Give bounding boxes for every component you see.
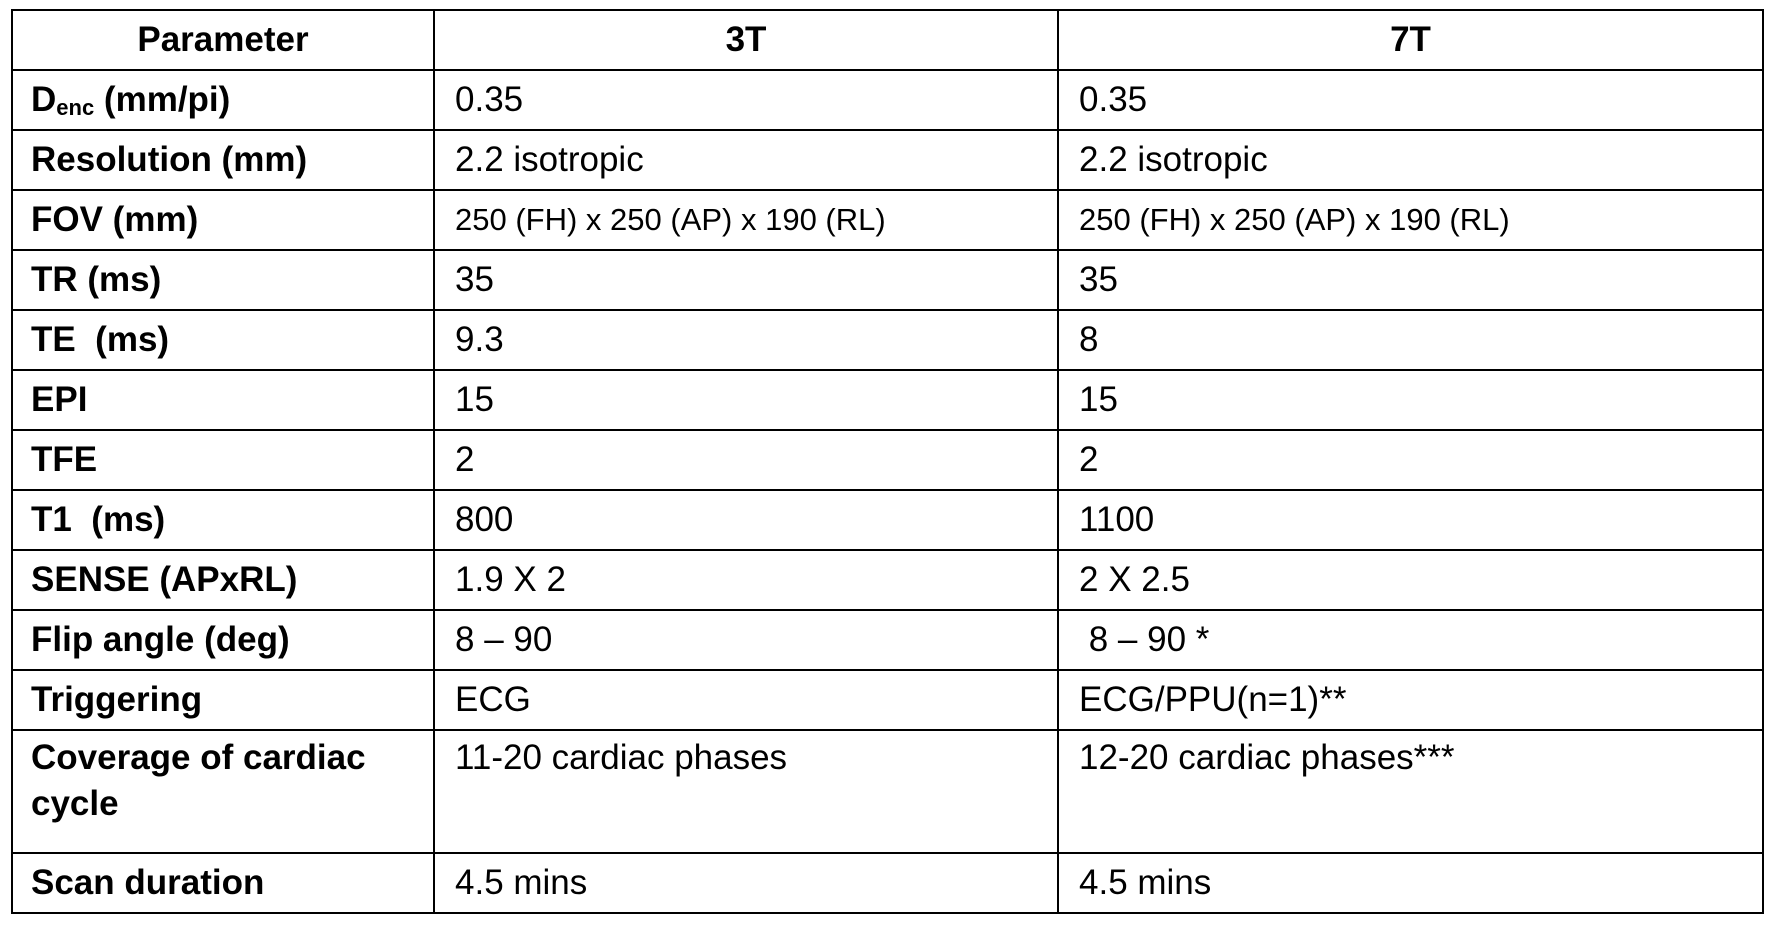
value-cell: 2.2 isotropic (1057, 129, 1764, 191)
param-cell: TFE (11, 429, 435, 491)
value-cell: 8 – 90 (433, 609, 1059, 671)
row: Scan duration 4.5 mins 4.5 mins (11, 852, 1764, 914)
value-cell: 250 (FH) x 250 (AP) x 190 (RL) (433, 189, 1059, 251)
value-cell: ECG (433, 669, 1059, 731)
row: T1 (ms) 800 1100 (11, 489, 1764, 551)
value-cell: 8 (1057, 309, 1764, 371)
param-cell: Triggering (11, 669, 435, 731)
param-cell: T1 (ms) (11, 489, 435, 551)
value-cell: 250 (FH) x 250 (AP) x 190 (RL) (1057, 189, 1764, 251)
value-cell: 0.35 (433, 69, 1059, 131)
header-cell: Parameter (11, 9, 435, 71)
header-cell: 7T (1057, 9, 1764, 71)
param-cell: FOV (mm) (11, 189, 435, 251)
value-cell: 8 – 90 * (1057, 609, 1764, 671)
param-cell: EPI (11, 369, 435, 431)
value-cell: 4.5 mins (433, 852, 1059, 914)
row: Coverage of cardiac cycle 11-20 cardiac p… (11, 729, 1764, 854)
header-cell: 3T (433, 9, 1059, 71)
param-sub: enc (56, 95, 95, 121)
param-main: D (31, 80, 57, 120)
param-rest: (mm/pi) (94, 80, 231, 120)
header-row: Parameter 3T 7T (11, 9, 1764, 71)
value-cell: 800 (433, 489, 1059, 551)
value-cell: 11-20 cardiac phases (433, 729, 1059, 854)
value-cell: 1.9 X 2 (433, 549, 1059, 611)
row: TFE 2 2 (11, 429, 1764, 491)
value-cell: 9.3 (433, 309, 1059, 371)
value-cell: 4.5 mins (1057, 852, 1764, 914)
row: TR (ms) 35 35 (11, 249, 1764, 311)
row: Flip angle (deg) 8 – 90 8 – 90 * (11, 609, 1764, 671)
row: Resolution (mm) 2.2 isotropic 2.2 isotropi… (11, 129, 1764, 191)
param-cell: Coverage of cardiac cycle (11, 729, 435, 854)
parameter-table: Parameter 3T 7T Denc (mm/pi) 0.35 0.35 R… (11, 9, 1764, 914)
param-cell: Scan duration (11, 852, 435, 914)
value-cell: 35 (1057, 249, 1764, 311)
param-cell: TE (ms) (11, 309, 435, 371)
value-cell: 2.2 isotropic (433, 129, 1059, 191)
value-cell: 2 (433, 429, 1059, 491)
row: FOV (mm) 250 (FH) x 250 (AP) x 190 (RL) 25… (11, 189, 1764, 251)
value-cell: 0.35 (1057, 69, 1764, 131)
value-cell: 12-20 cardiac phases*** (1057, 729, 1764, 854)
param-cell: Denc (mm/pi) (11, 69, 435, 131)
param-cell: Resolution (mm) (11, 129, 435, 191)
row: TE (ms) 9.3 8 (11, 309, 1764, 371)
row: Denc (mm/pi) 0.35 0.35 (11, 69, 1764, 131)
param-cell: SENSE (APxRL) (11, 549, 435, 611)
row: EPI 15 15 (11, 369, 1764, 431)
value-cell: 15 (433, 369, 1059, 431)
value-cell: 35 (433, 249, 1059, 311)
value-cell: 15 (1057, 369, 1764, 431)
param-cell: Flip angle (deg) (11, 609, 435, 671)
value-cell: 1100 (1057, 489, 1764, 551)
value-cell: ECG/PPU(n=1)** (1057, 669, 1764, 731)
param-cell: TR (ms) (11, 249, 435, 311)
value-cell: 2 (1057, 429, 1764, 491)
row: Triggering ECG ECG/PPU(n=1)** (11, 669, 1764, 731)
value-cell: 2 X 2.5 (1057, 549, 1764, 611)
